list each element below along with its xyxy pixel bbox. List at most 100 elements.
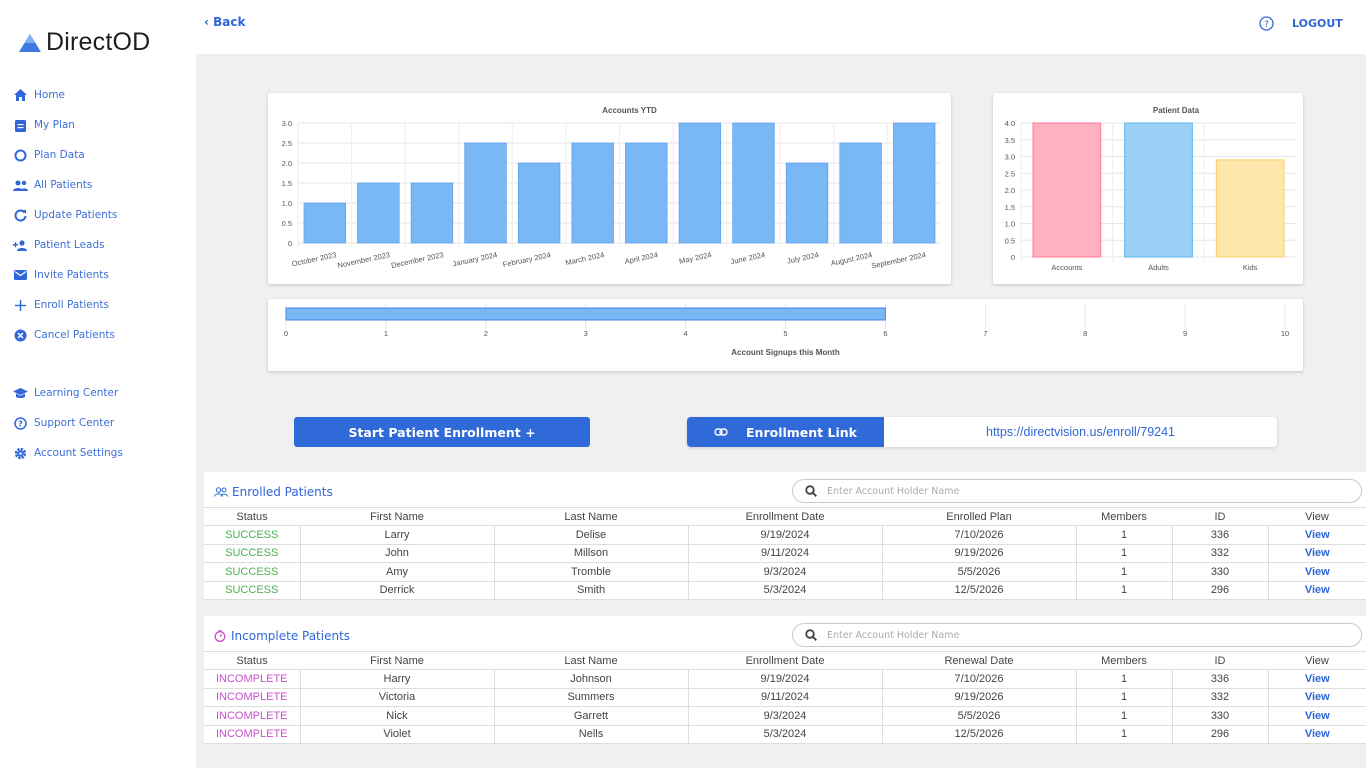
table-cell: 1: [1076, 525, 1173, 545]
enrolled-search-input[interactable]: [827, 485, 1327, 497]
x-tick-label: 2: [484, 329, 488, 338]
bar: [732, 122, 775, 244]
sidebar-item-learning-center[interactable]: Learning Center: [12, 378, 123, 408]
incomplete-search-input[interactable]: [827, 629, 1327, 641]
table-cell: 336: [1172, 525, 1269, 545]
table-row: INCOMPLETE Nick Garrett 9/3/2024 5/5/2026 1 33…: [204, 706, 1366, 726]
patient-data-chart: Patient Data 0 0.5 1.0 1.5 2.0 2.5 3.0 3.5 4.0 Acc…: [1005, 106, 1296, 272]
sidebar-item-enroll-patients[interactable]: Enroll Patients: [12, 290, 117, 320]
svg-text:?: ?: [18, 419, 23, 428]
sidebar-item-update-patients[interactable]: Update Patients: [12, 200, 117, 230]
table-cell: Harry: [300, 669, 495, 689]
table-cell: 330: [1172, 706, 1269, 726]
column-header: Enrollment Date: [688, 507, 882, 526]
table-row: SUCCESS John Millson 9/11/2024 9/19/2026 1 332…: [204, 544, 1366, 563]
table-cell: 1: [1076, 544, 1173, 563]
sidebar-item-label: Cancel Patients: [34, 329, 115, 341]
table-row: INCOMPLETE Violet Nells 5/3/2024 12/5/2026 1 2…: [204, 725, 1366, 744]
table-cell: 9/19/2026: [882, 688, 1077, 707]
sidebar-item-patient-leads[interactable]: Patient Leads: [12, 230, 117, 260]
table-cell: 1: [1076, 581, 1173, 600]
table-cell: 7/10/2026: [882, 525, 1077, 545]
table-cell: 9/11/2024: [688, 544, 883, 563]
table-cell: 9/19/2024: [688, 525, 883, 545]
status-cell: INCOMPLETE: [204, 706, 301, 726]
column-header: First Name: [300, 507, 494, 526]
table-cell: 336: [1172, 669, 1269, 689]
view-link[interactable]: View: [1268, 581, 1366, 600]
table-cell: Larry: [300, 525, 495, 545]
help-icon[interactable]: ?: [1259, 16, 1274, 31]
sidebar-item-my-plan[interactable]: My Plan: [12, 110, 117, 140]
y-tick-label: 1.5: [1005, 203, 1015, 212]
sidebar-item-cancel-patients[interactable]: Cancel Patients: [12, 320, 117, 350]
x-tick-label: October 2023: [291, 250, 337, 268]
view-link[interactable]: View: [1268, 525, 1366, 545]
bar: [464, 142, 507, 244]
y-tick-label: 2.5: [282, 139, 292, 148]
bar: [357, 182, 400, 244]
column-header: Status: [204, 507, 300, 526]
table-cell: 1: [1076, 688, 1173, 707]
plus-icon: [12, 297, 28, 313]
view-link[interactable]: View: [1268, 706, 1366, 726]
view-link[interactable]: View: [1268, 688, 1366, 707]
status-cell: SUCCESS: [204, 581, 301, 600]
enrollment-link-url[interactable]: https://directvision.us/enroll/79241: [986, 425, 1175, 439]
cancel-circle-icon: [12, 327, 28, 343]
sidebar-item-invite-patients[interactable]: Invite Patients: [12, 260, 117, 290]
table-cell: 1: [1076, 706, 1173, 726]
bar: [410, 182, 454, 244]
column-header: First Name: [300, 651, 494, 670]
column-header: Renewal Date: [882, 651, 1076, 670]
column-header: Last Name: [494, 507, 688, 526]
x-tick-label: 6: [883, 329, 887, 338]
table-header-row: Status First Name Last Name Enrollment Date…: [204, 651, 1366, 670]
accounts-ytd-chart-card: Accounts YTD 0 0.5 1.0 1.5 2.0 2.5 3.0 October 2…: [268, 93, 951, 284]
y-tick-label: 0.5: [1005, 236, 1015, 245]
x-tick-label: 8: [1083, 329, 1087, 338]
enrollment-link-button[interactable]: Enrollment Link: [687, 417, 884, 447]
y-tick-label: 0: [288, 239, 292, 248]
start-enrollment-button[interactable]: Start Patient Enrollment +: [294, 417, 590, 447]
panel-title-text: Incomplete Patients: [231, 629, 351, 643]
sidebar-item-account-settings[interactable]: Account Settings: [12, 438, 123, 468]
sidebar-item-plan-data[interactable]: Plan Data: [12, 140, 117, 170]
table-cell: 296: [1172, 581, 1269, 600]
bar: [303, 202, 346, 244]
incomplete-table: Status First Name Last Name Enrollment Date…: [204, 651, 1366, 744]
enrolled-search[interactable]: [792, 479, 1362, 503]
sidebar-item-label: Home: [34, 89, 66, 101]
bar: [517, 162, 561, 244]
y-tick-label: 4.0: [1005, 119, 1015, 128]
y-tick-label: 3.0: [1005, 153, 1015, 162]
view-link[interactable]: View: [1268, 562, 1366, 582]
table-cell: 5/5/2026: [882, 562, 1077, 582]
svg-text:?: ?: [1264, 20, 1269, 30]
y-tick-label: 2.0: [282, 159, 292, 168]
ring-icon: [12, 147, 28, 163]
x-tick-label: Kids: [1243, 263, 1258, 272]
view-link[interactable]: View: [1268, 725, 1366, 744]
incomplete-search[interactable]: [792, 623, 1362, 647]
back-button[interactable]: ‹ Back: [204, 15, 245, 29]
table-cell: Victoria: [300, 688, 495, 707]
view-link[interactable]: View: [1268, 544, 1366, 563]
table-cell: 9/3/2024: [688, 562, 883, 582]
sidebar-item-label: Account Settings: [34, 447, 123, 459]
sidebar: DirectOD Home My Plan Plan Data All Pati…: [0, 0, 196, 768]
sidebar-item-all-patients[interactable]: All Patients: [12, 170, 117, 200]
brand-logo[interactable]: DirectOD: [18, 28, 150, 57]
status-cell: INCOMPLETE: [204, 669, 301, 689]
sidebar-item-home[interactable]: Home: [12, 80, 117, 110]
sidebar-item-support-center[interactable]: ? Support Center: [12, 408, 123, 438]
status-cell: SUCCESS: [204, 562, 301, 582]
view-link[interactable]: View: [1268, 669, 1366, 689]
x-tick-label: November 2023: [337, 250, 391, 270]
table-cell: 296: [1172, 725, 1269, 744]
table-cell: Amy: [300, 562, 495, 582]
table-cell: 9/11/2024: [688, 688, 883, 707]
clipboard-icon: [12, 117, 28, 133]
logout-button[interactable]: LOGOUT: [1292, 17, 1343, 30]
